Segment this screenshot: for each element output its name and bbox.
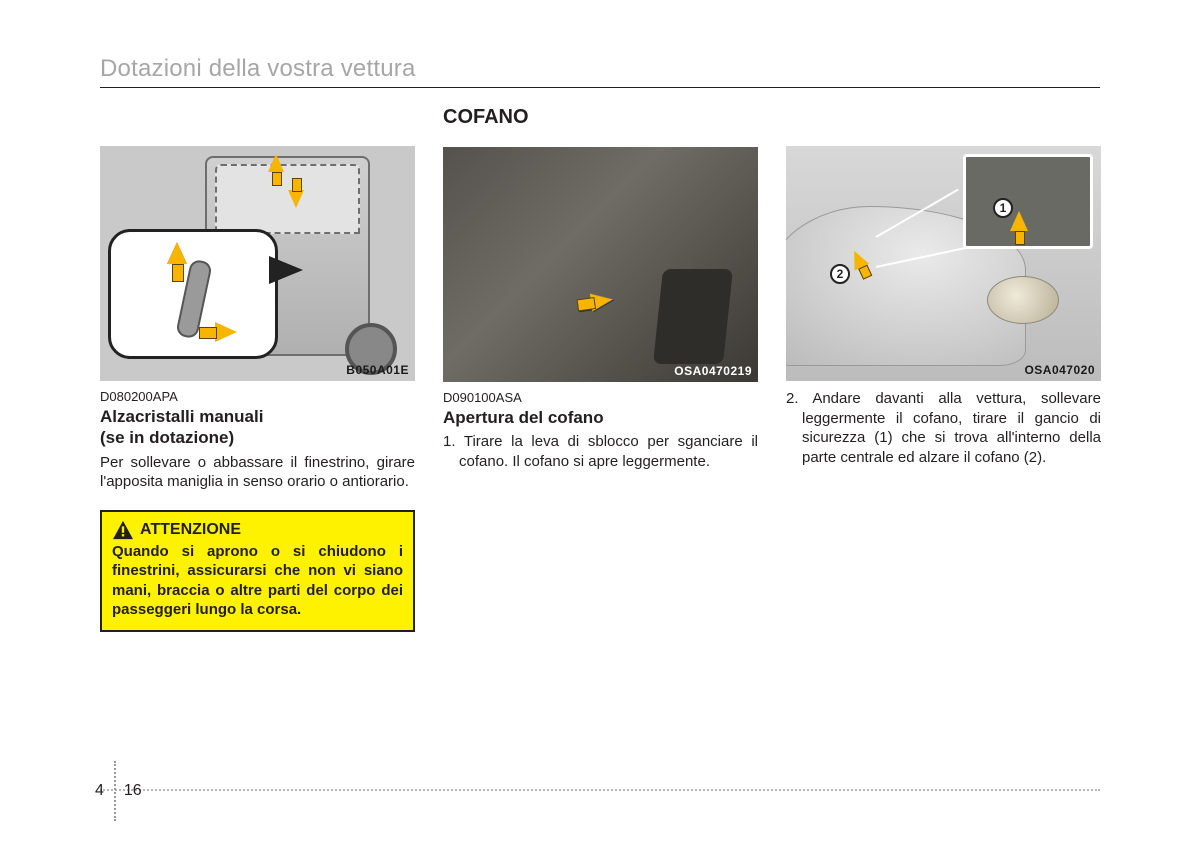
- column-3: 1 2 OSA047020 2. Andare davanti alla vet…: [786, 108, 1101, 632]
- footer-separator: [114, 761, 116, 821]
- subheading-line1: Alzacristalli manuali: [100, 407, 263, 426]
- section-title: Dotazioni della vostra vettura: [100, 55, 1100, 83]
- arrow-up-icon: [268, 154, 284, 172]
- subheading: Apertura del cofano: [443, 407, 758, 428]
- figure-hood-latch: 1 2 OSA047020: [786, 146, 1101, 381]
- caution-title: ATTENZIONE: [140, 521, 241, 539]
- page-number: 16: [118, 782, 142, 800]
- arrow-up-icon: [1010, 211, 1028, 231]
- subheading: Alzacristalli manuali (se in dotazione): [100, 406, 415, 449]
- pedal-icon: [653, 269, 733, 364]
- body-text: Per sollevare o abbassare il finestrino,…: [100, 453, 415, 492]
- callout-label-2: 2: [830, 264, 850, 284]
- callout-label-1: 1: [993, 198, 1013, 218]
- step-text: 2. Andare davanti alla vettura, sollevar…: [786, 389, 1101, 467]
- caution-box: ATTENZIONE Quando si aprono o si chiudon…: [100, 510, 415, 632]
- page-footer: 4 16: [95, 761, 142, 821]
- warning-triangle-icon: [112, 520, 134, 540]
- figure-caption: OSA047020: [1024, 363, 1095, 377]
- content-columns: B050A01E D080200APA Alzacristalli manual…: [100, 108, 1100, 632]
- arrow-down-icon: [288, 190, 304, 208]
- reference-code: D090100ASA: [443, 390, 758, 405]
- callout-bubble: [108, 229, 278, 359]
- arrow-right-icon: [215, 322, 237, 342]
- caution-heading: ATTENZIONE: [112, 520, 403, 540]
- figure-caption: OSA0470219: [674, 364, 752, 378]
- figure-hood-release: OSA0470219: [443, 147, 758, 382]
- column-2: COFANO OSA0470219 D090100ASA Apertura de…: [443, 108, 758, 632]
- chapter-number: 4: [95, 782, 112, 800]
- caution-body: Quando si aprono o si chiudono i finestr…: [112, 542, 403, 620]
- header-rule: [100, 87, 1100, 88]
- reference-code: D080200APA: [100, 389, 415, 404]
- arrow-up-icon: [167, 242, 187, 264]
- arrow-right-icon: [590, 291, 614, 312]
- section-heading: COFANO: [443, 106, 758, 129]
- subheading-line2: (se in dotazione): [100, 428, 234, 447]
- figure-caption: B050A01E: [346, 363, 409, 377]
- footer-rule: [100, 789, 1100, 791]
- inset-panel: [963, 154, 1093, 249]
- figure-window-crank: B050A01E: [100, 146, 415, 381]
- step-text: 1. Tirare la leva di sblocco per sgancia…: [443, 432, 758, 471]
- column-1: B050A01E D080200APA Alzacristalli manual…: [100, 108, 415, 632]
